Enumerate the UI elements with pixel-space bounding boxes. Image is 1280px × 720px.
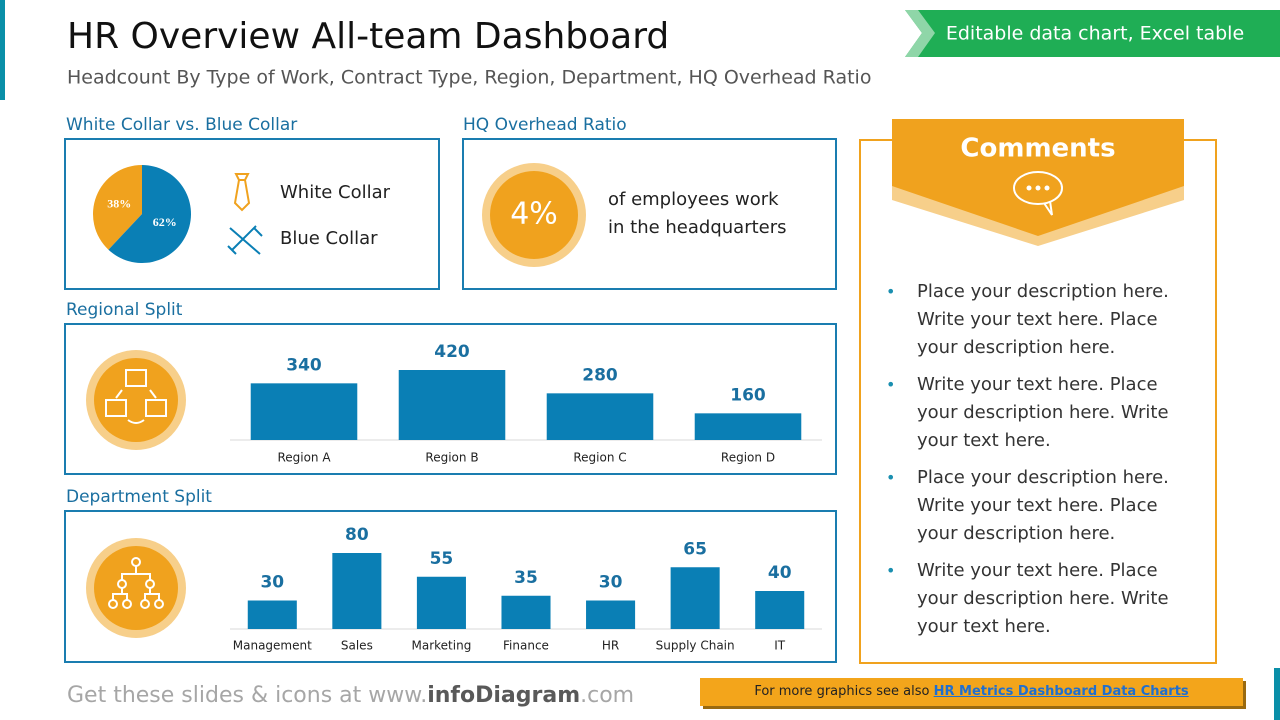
comments-title: Comments: [960, 134, 1115, 164]
section-title: Regional Split: [66, 300, 183, 320]
bar: [546, 393, 654, 440]
comment-icon: [1013, 171, 1063, 216]
panels: [64, 138, 837, 663]
bar-value: 280: [582, 365, 618, 385]
panel: [462, 138, 837, 290]
bar-value: 35: [514, 568, 538, 588]
bar: [694, 413, 802, 440]
comments-banner: [892, 119, 1184, 236]
icon-circle: [94, 358, 178, 442]
legend-label: Blue Collar: [280, 228, 378, 249]
section-title: HQ Overhead Ratio: [463, 115, 627, 135]
x-tick-label: HR: [602, 639, 619, 653]
title: HR Overview All-team Dashboard: [67, 16, 669, 57]
comment-dots: [1026, 185, 1050, 191]
kpi-circle: [490, 171, 578, 259]
x-tick-label: Management: [233, 639, 312, 653]
badge-arrow: [905, 10, 935, 57]
pie-label: 62%: [153, 215, 177, 229]
bar: [416, 576, 466, 629]
section-title: White Collar vs. Blue Collar: [66, 115, 297, 135]
note-link[interactable]: HR Metrics Dashboard Data Charts: [933, 684, 1189, 699]
x-tick-label: Marketing: [412, 639, 472, 653]
legend-label: White Collar: [280, 182, 391, 203]
tools-icon: [227, 225, 263, 255]
x-tick-label: Supply Chain: [656, 639, 735, 653]
x-tick-label: Region D: [721, 451, 775, 465]
accent-bar: [0, 0, 5, 100]
section-title: Department Split: [66, 487, 212, 507]
note-text: For more graphics see also: [754, 684, 934, 699]
bar: [250, 383, 358, 440]
footer: Get these slides & icons at www.infoDiag…: [67, 683, 634, 708]
org-icon: [108, 557, 164, 609]
more-graphics: For more graphics see also HR Metrics Da…: [700, 678, 1243, 706]
bar-value: 30: [599, 573, 623, 593]
comment-item: Place your description here. Write your …: [884, 278, 1184, 362]
panel: [64, 323, 837, 475]
x-tick-label: Region B: [425, 451, 478, 465]
badge-bg: [905, 10, 1280, 57]
bar-value: 80: [345, 525, 369, 545]
bar-value: 55: [430, 549, 454, 569]
x-tick-label: Finance: [503, 639, 549, 653]
accent-bar: [1274, 668, 1280, 720]
bar-value: 30: [260, 573, 284, 593]
bar-value: 340: [286, 355, 322, 375]
tie-icon: [233, 173, 251, 212]
panel: [64, 138, 440, 290]
footer-text: Get these slides & icons at www.: [67, 683, 428, 708]
bar: [670, 567, 720, 629]
x-tick-label: Region C: [573, 451, 626, 465]
stores-icon: [105, 369, 167, 424]
footer-brand: infoDiagram: [427, 683, 581, 708]
kpi-description: of employees work: [608, 189, 779, 210]
badge: Editable data chart, Excel table: [946, 23, 1244, 45]
x-tick-label: IT: [774, 639, 786, 653]
bar-value: 40: [768, 563, 792, 583]
pie-slice: [108, 165, 191, 263]
bar: [755, 591, 805, 629]
pie-label: 38%: [107, 197, 131, 211]
comment-item: Write your text here. Place your descrip…: [884, 557, 1184, 641]
bar-value: 65: [683, 539, 707, 559]
bar: [247, 600, 297, 629]
bar: [586, 600, 636, 629]
icon-circle: [94, 546, 178, 630]
bar: [501, 595, 551, 629]
subtitle: Headcount By Type of Work, Contract Type…: [67, 67, 871, 89]
bar: [398, 370, 506, 440]
panel: [64, 510, 837, 663]
comments-list: Place your description here. Write your …: [884, 278, 1184, 650]
kpi-value: 4%: [510, 197, 558, 232]
comment-item: Place your description here. Write your …: [884, 464, 1184, 548]
pie-slice: [93, 165, 142, 250]
bar-value: 420: [434, 342, 470, 362]
x-tick-label: Region A: [277, 451, 331, 465]
bar-value: 160: [730, 385, 766, 405]
x-tick-label: Sales: [341, 639, 373, 653]
bar: [332, 553, 382, 629]
kpi-description: in the headquarters: [608, 217, 787, 238]
comment-item: Write your text here. Place your descrip…: [884, 371, 1184, 455]
footer-text: .com: [580, 683, 635, 708]
